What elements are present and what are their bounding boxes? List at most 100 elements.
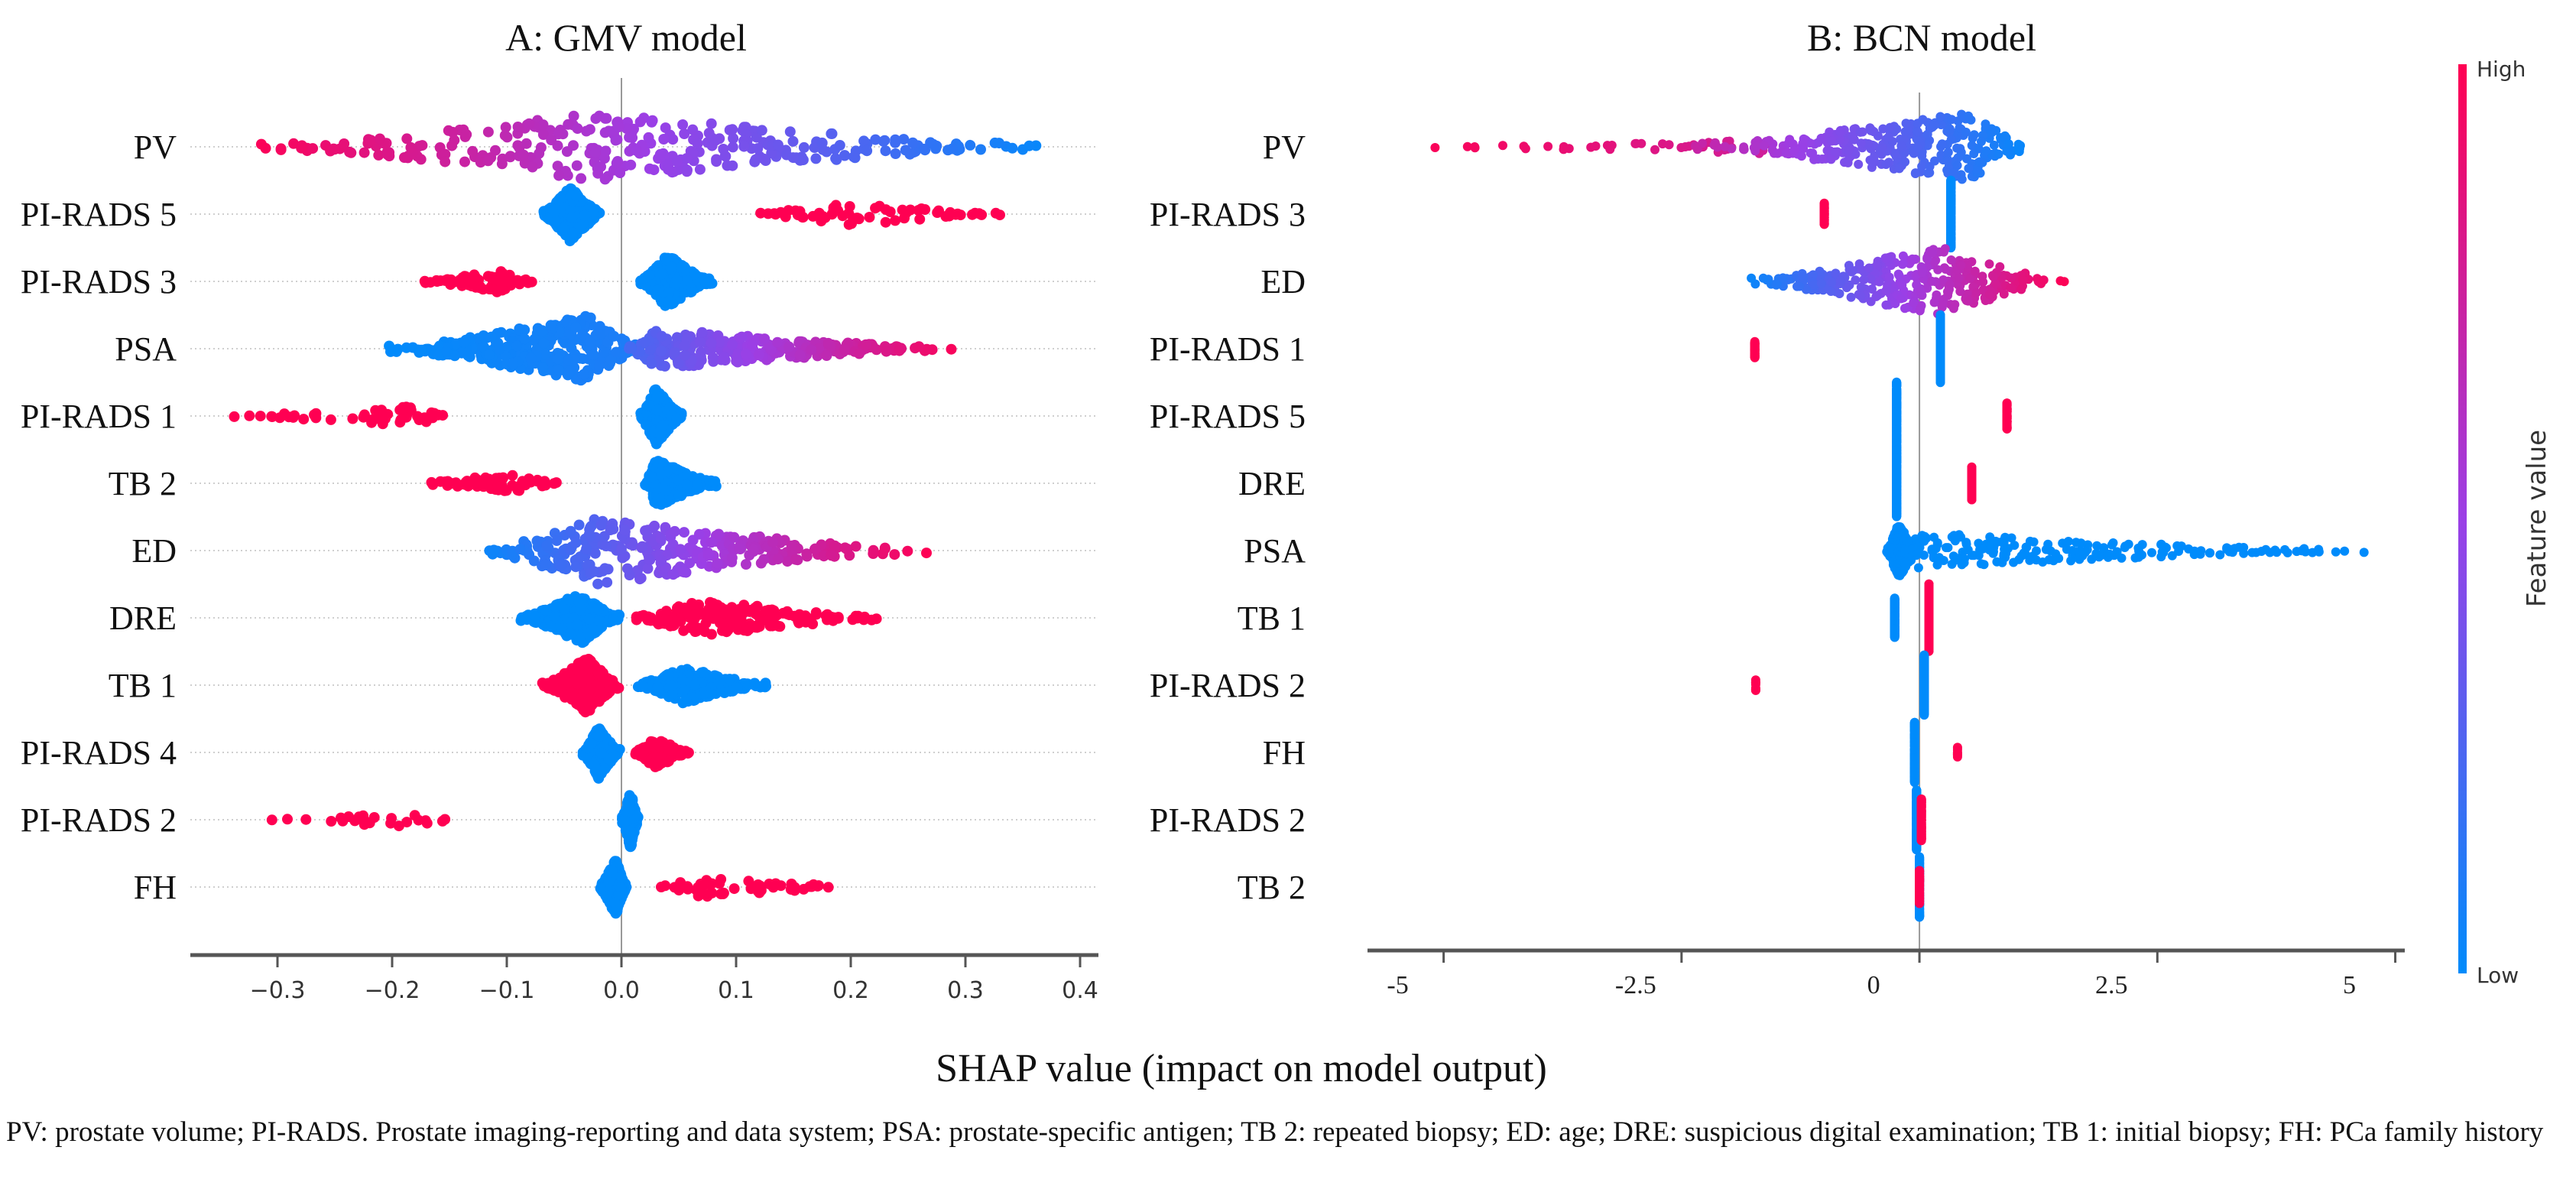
- shap-point: [639, 336, 650, 348]
- shap-point: [300, 814, 312, 825]
- shap-point: [677, 674, 688, 686]
- shap-point: [784, 341, 795, 353]
- shap-point: [790, 205, 801, 216]
- shap-point: [567, 227, 579, 239]
- shap-point: [654, 148, 666, 160]
- shap-point: [692, 138, 703, 149]
- x-tick-label: 0.1: [718, 977, 754, 1004]
- shap-point: [721, 626, 732, 638]
- shap-point: [646, 471, 657, 483]
- shap-point: [255, 411, 266, 422]
- shap-point: [429, 408, 440, 419]
- shap-point: [595, 520, 607, 531]
- shap-point: [527, 161, 538, 173]
- shap-point: [508, 358, 519, 369]
- shap-point: [566, 212, 578, 223]
- shap-point: [557, 223, 569, 234]
- shap-point: [1498, 141, 1507, 151]
- shap-point: [540, 349, 551, 360]
- feature-label: DRE: [1238, 465, 1306, 502]
- shap-point: [752, 885, 764, 897]
- shap-point: [644, 554, 655, 565]
- shap-point: [698, 274, 709, 285]
- shap-point: [868, 548, 879, 559]
- shap-point: [646, 358, 657, 369]
- shap-point: [417, 140, 428, 151]
- shap-point: [772, 139, 784, 151]
- shap-point: [696, 327, 708, 338]
- shap-point: [806, 344, 817, 356]
- shap-point: [692, 608, 703, 619]
- shap-point: [932, 207, 943, 218]
- shap-point: [878, 135, 889, 147]
- shap-point: [773, 554, 784, 565]
- shap-point: [681, 153, 693, 164]
- shap-point: [638, 681, 648, 692]
- shap-point: [642, 563, 654, 574]
- shap-point: [822, 337, 834, 349]
- shap-point: [816, 137, 828, 148]
- shap-point: [905, 204, 916, 216]
- shap-point: [517, 149, 529, 161]
- shap-point: [675, 544, 686, 555]
- shap-point: [1543, 141, 1553, 151]
- shap-point: [687, 535, 699, 546]
- shap-point: [880, 145, 891, 157]
- shap-point: [482, 155, 494, 167]
- shap-point: [556, 623, 568, 635]
- shap-point: [657, 268, 668, 280]
- shap-point: [680, 349, 691, 361]
- x-tick-label: −0.3: [250, 977, 306, 1004]
- shap-point: [666, 262, 677, 273]
- shap-point: [625, 825, 636, 837]
- shap-point: [692, 882, 703, 893]
- shap-point: [724, 674, 735, 685]
- shap-point: [900, 145, 911, 156]
- shap-point: [644, 269, 655, 281]
- shap-point: [880, 204, 891, 216]
- shap-point: [689, 679, 700, 690]
- shap-point: [864, 212, 875, 223]
- shap-point: [656, 345, 667, 356]
- shap-point: [512, 140, 524, 151]
- shap-point: [866, 614, 878, 625]
- shap-point: [710, 135, 722, 146]
- shap-point: [310, 408, 322, 419]
- shap-point: [665, 680, 676, 691]
- shap-point: [550, 216, 562, 227]
- shap-point: [671, 274, 683, 285]
- shap-point: [946, 343, 957, 355]
- shap-point: [796, 212, 808, 223]
- shap-point: [599, 127, 611, 138]
- shap-point: [514, 323, 525, 334]
- shap-point: [655, 533, 667, 544]
- shap-point: [821, 350, 832, 361]
- shap-point: [547, 203, 558, 215]
- shap-point: [447, 126, 459, 138]
- shap-point: [540, 479, 551, 491]
- shap-point: [570, 322, 582, 333]
- shap-point: [493, 484, 504, 496]
- shap-point: [712, 557, 723, 569]
- shap-point: [619, 816, 631, 827]
- shap-point: [298, 414, 310, 425]
- shap-point: [858, 135, 870, 147]
- shap-point: [626, 343, 637, 354]
- shap-point: [358, 409, 370, 421]
- shap-point: [637, 541, 648, 552]
- shap-point: [758, 554, 770, 565]
- shap-point: [738, 141, 750, 152]
- shap-point: [727, 124, 738, 135]
- shap-point: [395, 414, 407, 426]
- shap-point: [994, 210, 1005, 221]
- shap-point: [650, 755, 662, 767]
- shap-point: [831, 154, 842, 165]
- shap-point: [870, 134, 881, 145]
- shap-point: [599, 174, 611, 185]
- shap-point: [566, 629, 577, 640]
- shap-point: [625, 159, 637, 171]
- shap-point: [414, 414, 425, 425]
- shap-point: [517, 477, 528, 489]
- shap-point: [374, 133, 385, 145]
- shap-point: [570, 190, 582, 201]
